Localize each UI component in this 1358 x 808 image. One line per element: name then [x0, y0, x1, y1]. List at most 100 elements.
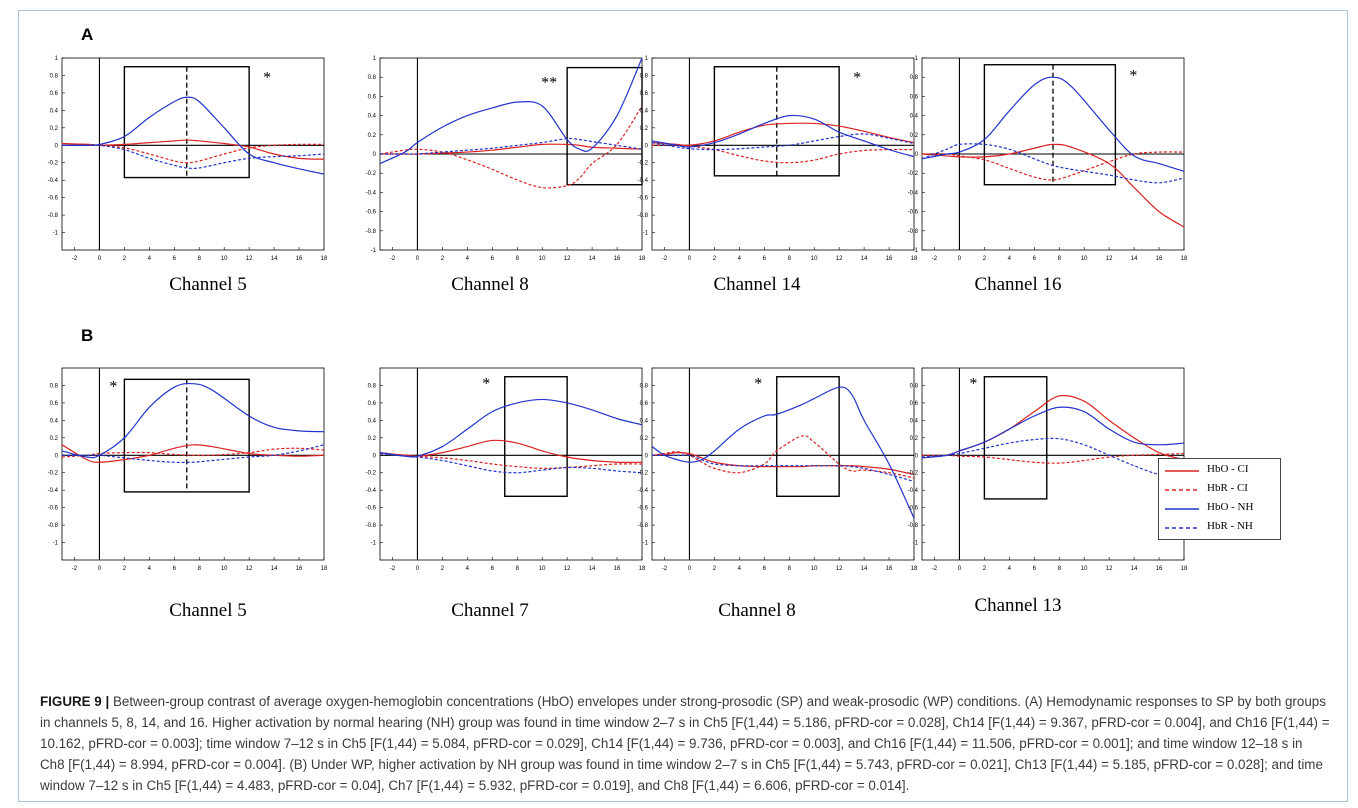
time-window-box [566, 66, 643, 186]
x-tick-label: 4 [466, 256, 470, 262]
series-line [61, 143, 325, 164]
y-tick-label: -0.4 [908, 488, 919, 494]
y-tick-label: 0.4 [910, 418, 919, 424]
series-line [921, 76, 1185, 172]
series-line [62, 144, 325, 170]
y-tick-label: -0.2 [366, 471, 377, 477]
y-tick-label: -0.8 [48, 523, 59, 529]
x-tick-label: 14 [1131, 566, 1138, 572]
x-tick-label: 2 [713, 256, 717, 262]
y-tick-label: 0.8 [50, 73, 59, 79]
x-tick-label: 10 [1081, 256, 1088, 262]
x-tick-label: 4 [148, 566, 152, 572]
y-tick-label: 0.2 [368, 436, 377, 442]
x-tick-label: 12 [836, 566, 843, 572]
series-line [379, 398, 643, 458]
plot-b-channel-5: -2 0 2 4 6 8 10 12 14 16 18 -1 -0.8 -0.6 -0.4 -0.2 0 0.2 0… [40, 360, 330, 586]
y-tick-label: -0.2 [908, 171, 919, 177]
series-line [651, 435, 915, 479]
channel-label: Channel 5 [169, 600, 247, 621]
legend: HbO - CI HbR - CI HbO - NH HbR - NH [1158, 458, 1281, 540]
x-tick-label: 18 [639, 256, 646, 262]
y-tick-label: 0.2 [368, 133, 377, 139]
x-tick-label: 4 [466, 566, 470, 572]
x-tick-label: 14 [1131, 256, 1138, 262]
y-tick-label: -1 [913, 541, 919, 547]
series-line [921, 437, 1185, 478]
legend-item-hbr-nh: HbR - NH [1165, 520, 1280, 536]
y-tick-label: -0.8 [366, 229, 377, 235]
axes-frame [61, 367, 325, 561]
x-tick-label: 16 [1156, 256, 1163, 262]
y-tick-label: 0 [645, 143, 649, 149]
y-tick-label: 0.8 [50, 383, 59, 389]
x-tick-label: 14 [861, 256, 868, 262]
y-tick-label: -1 [53, 541, 59, 547]
series-line [61, 382, 325, 459]
legend-label: HbR - CI [1207, 482, 1248, 494]
panel-label-a: A [81, 25, 94, 44]
x-tick-label: 16 [1156, 566, 1163, 572]
y-tick-label: 1 [373, 56, 377, 62]
x-tick-label: 8 [516, 566, 520, 572]
y-tick-label: -0.4 [48, 178, 59, 184]
axes-frame [651, 367, 915, 561]
y-tick-label: 0.4 [640, 418, 649, 424]
x-tick-label: 10 [221, 256, 228, 262]
y-tick-label: 0.4 [50, 108, 59, 114]
series-line [651, 122, 915, 147]
legend-swatch [1165, 508, 1199, 510]
x-tick-label: 8 [1058, 256, 1062, 262]
series-line [921, 151, 1185, 181]
y-tick-label: 0.2 [640, 126, 649, 132]
y-tick-label: 0.6 [640, 401, 649, 407]
x-tick-label: 14 [271, 566, 278, 572]
y-tick-label: -0.4 [366, 488, 377, 494]
axes-frame [651, 57, 915, 251]
significance-marker: * [482, 376, 490, 393]
significance-marker: * [263, 70, 271, 87]
y-tick-label: -0.4 [48, 488, 59, 494]
x-tick-label: 2 [983, 566, 987, 572]
time-window-box [983, 376, 1048, 500]
y-tick-label: -0.8 [638, 213, 649, 219]
x-tick-label: 8 [198, 566, 202, 572]
y-tick-label: 0 [373, 453, 377, 459]
y-tick-label: 0 [373, 152, 377, 158]
y-tick-label: -1 [371, 541, 377, 547]
channel-label: Channel 5 [169, 274, 247, 295]
plot-b-channel-7: -2 0 2 4 6 8 10 12 14 16 18 -1 -0.8 -0.6 -0.4 -0.2 0 0.2 0… [358, 360, 648, 586]
channel-label: Channel 16 [974, 274, 1062, 295]
x-tick-label: -2 [390, 566, 396, 572]
x-tick-label: 0 [688, 566, 692, 572]
x-tick-label: 14 [589, 566, 596, 572]
y-tick-label: -0.6 [366, 506, 377, 512]
significance-marker: * [109, 378, 117, 395]
x-tick-label: 8 [198, 256, 202, 262]
y-tick-label: -0.6 [366, 210, 377, 216]
y-tick-label: 0.6 [910, 94, 919, 100]
x-tick-label: 2 [441, 256, 445, 262]
y-tick-label: -1 [913, 248, 919, 254]
series-line [61, 444, 325, 463]
y-tick-label: 0.8 [640, 383, 649, 389]
y-tick-label: -0.4 [908, 190, 919, 196]
y-tick-label: -0.8 [908, 523, 919, 529]
series-line [651, 144, 915, 164]
x-tick-label: 14 [589, 256, 596, 262]
x-tick-label: 18 [1181, 256, 1188, 262]
x-tick-label: 14 [271, 256, 278, 262]
caption-text: Between-group contrast of average oxygen… [40, 694, 1330, 793]
x-tick-label: 10 [811, 256, 818, 262]
y-tick-label: -0.6 [48, 506, 59, 512]
y-tick-label: 0.8 [910, 383, 919, 389]
y-tick-label: -0.2 [638, 161, 649, 167]
x-tick-label: 12 [564, 256, 571, 262]
series-line [379, 452, 643, 474]
plot-a-channel-14: -2 0 2 4 6 8 10 12 14 16 18 -1 -0.8 -0.6 -0.4 -0.2 0 0.2 0… [630, 50, 920, 276]
x-tick-label: -2 [662, 566, 668, 572]
series-line [651, 133, 915, 151]
x-tick-label: 0 [416, 566, 420, 572]
y-tick-label: 0.8 [910, 75, 919, 81]
x-tick-label: 16 [614, 566, 621, 572]
